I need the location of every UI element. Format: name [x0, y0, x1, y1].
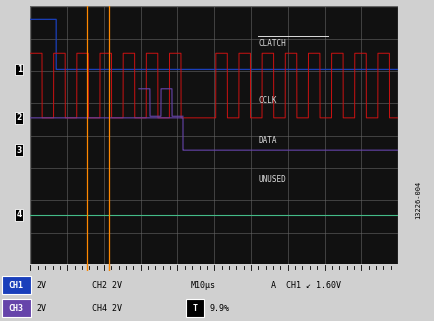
Bar [185, 299, 203, 317]
Bar [2, 276, 30, 294]
Text: 2V: 2V [36, 304, 46, 313]
Text: 13226-004: 13226-004 [414, 181, 421, 219]
Text: 3: 3 [17, 146, 22, 155]
Text: 2: 2 [17, 113, 22, 122]
Text: 9.9%: 9.9% [209, 304, 229, 313]
Bar [2, 299, 30, 317]
Text: T: T [192, 304, 197, 313]
Text: CH4 2V: CH4 2V [91, 304, 121, 313]
Text: CLATCH: CLATCH [258, 39, 286, 48]
Text: UNUSED: UNUSED [258, 175, 286, 184]
Text: CCLK: CCLK [258, 96, 276, 105]
Text: CH1: CH1 [9, 281, 24, 290]
Text: 1: 1 [17, 65, 22, 74]
Text: CH3: CH3 [9, 304, 24, 313]
Text: A  CH1 ↙ 1.60V: A CH1 ↙ 1.60V [270, 281, 340, 290]
Text: M10μs: M10μs [191, 281, 216, 290]
Text: 4: 4 [17, 210, 22, 219]
Text: 2V: 2V [36, 281, 46, 290]
Text: CH2 2V: CH2 2V [91, 281, 121, 290]
Text: DATA: DATA [258, 136, 276, 145]
